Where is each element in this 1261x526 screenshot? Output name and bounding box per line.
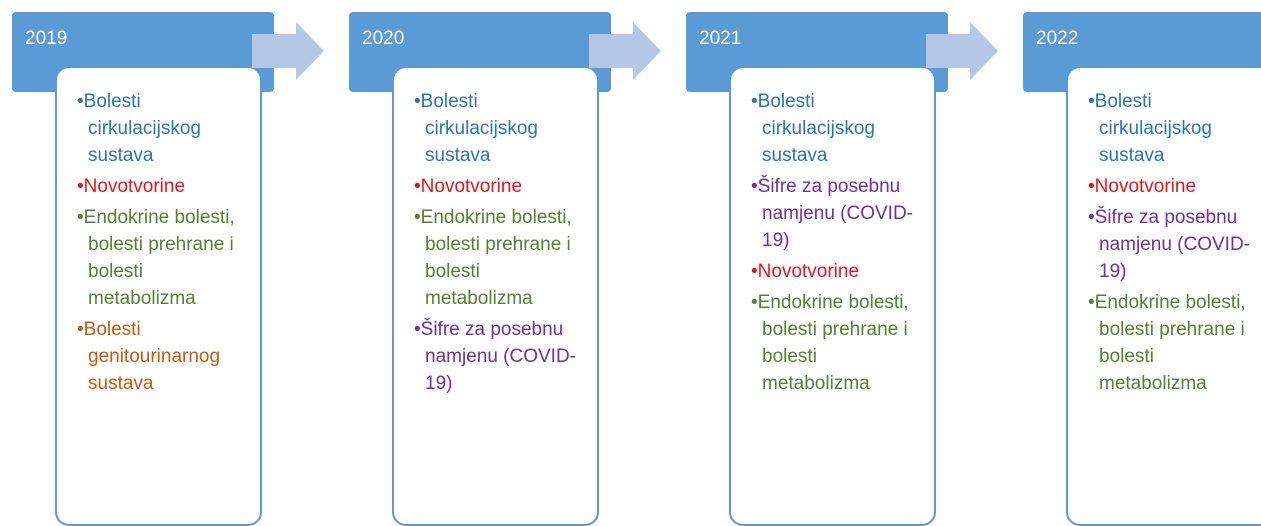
bullet: • (751, 261, 758, 282)
bullet: • (1088, 207, 1095, 228)
list-item: •Novotvorine (751, 258, 924, 285)
bullet: • (1088, 292, 1095, 313)
page: 2019 •Bolesti cirkulacijskog sustava •Novo… (12, 12, 1261, 526)
list-item: •Novotvorine (414, 173, 587, 200)
item-text: Bolesti cirkulacijskog sustava (420, 91, 538, 166)
list-item: •Endokrine bolesti, bolesti prehrane i b… (77, 204, 250, 312)
list-item: •Endokrine bolesti, bolesti prehrane i b… (414, 204, 587, 312)
item-text: Endokrine bolesti, bolesti prehrane i bo… (1094, 292, 1246, 394)
bullet: • (77, 207, 84, 228)
bullet: • (751, 176, 758, 197)
item-text: Endokrine bolesti, bolesti prehrane i bo… (83, 207, 235, 309)
list-item: •Novotvorine (77, 173, 250, 200)
bullet: • (77, 319, 84, 340)
list-item: •Bolesti cirkulacijskog sustava (77, 88, 250, 169)
item-text: Šifre za posebnu namjenu (COVID-19) (1094, 207, 1250, 282)
item-text: Bolesti cirkulacijskog sustava (83, 91, 201, 166)
bullet: • (77, 176, 84, 197)
item-box: •Bolesti cirkulacijskog sustava •Šifre za… (729, 66, 936, 526)
list-item: •Bolesti genitourinarnog sustava (77, 316, 250, 397)
arrow (926, 22, 998, 80)
bullet: • (414, 91, 421, 112)
item-box: •Bolesti cirkulacijskog sustava •Novotvor… (1066, 66, 1261, 526)
bullet: • (1088, 91, 1095, 112)
list-item: •Bolesti cirkulacijskog sustava (751, 88, 924, 169)
item-text: Novotvorine (420, 176, 523, 197)
list-item: •Šifre za posebnu namjenu (COVID-19) (751, 173, 924, 254)
item-text: Bolesti cirkulacijskog sustava (757, 91, 875, 166)
bullet: • (1088, 176, 1095, 197)
list-item: •Novotvorine (1088, 173, 1261, 200)
item-box: •Bolesti cirkulacijskog sustava •Novotvor… (55, 66, 262, 526)
bullet: • (751, 292, 758, 313)
list-item: •Bolesti cirkulacijskog sustava (414, 88, 587, 169)
arrow (252, 22, 324, 80)
arrow (589, 22, 661, 80)
list-item: •Šifre za posebnu namjenu (COVID-19) (1088, 204, 1261, 285)
item-text: Bolesti cirkulacijskog sustava (1094, 91, 1212, 166)
list-item: •Bolesti cirkulacijskog sustava (1088, 88, 1261, 169)
item-text: Šifre za posebnu namjenu (COVID-19) (420, 319, 576, 394)
list-item: •Endokrine bolesti, bolesti prehrane i b… (1088, 289, 1261, 397)
list-item: •Šifre za posebnu namjenu (COVID-19) (414, 316, 587, 397)
bullet: • (414, 176, 421, 197)
item-text: Novotvorine (757, 261, 860, 282)
item-text: Bolesti genitourinarnog sustava (83, 319, 221, 394)
bullet: • (751, 91, 758, 112)
item-text: Endokrine bolesti, bolesti prehrane i bo… (757, 292, 909, 394)
item-text: Šifre za posebnu namjenu (COVID-19) (757, 176, 913, 251)
bullet: • (414, 319, 421, 340)
list-item: •Endokrine bolesti, bolesti prehrane i b… (751, 289, 924, 397)
item-box: •Bolesti cirkulacijskog sustava •Novotvor… (392, 66, 599, 526)
item-text: Novotvorine (1094, 176, 1197, 197)
item-text: Endokrine bolesti, bolesti prehrane i bo… (420, 207, 572, 309)
item-text: Novotvorine (83, 176, 186, 197)
bullet: • (77, 91, 84, 112)
bullet: • (414, 207, 421, 228)
